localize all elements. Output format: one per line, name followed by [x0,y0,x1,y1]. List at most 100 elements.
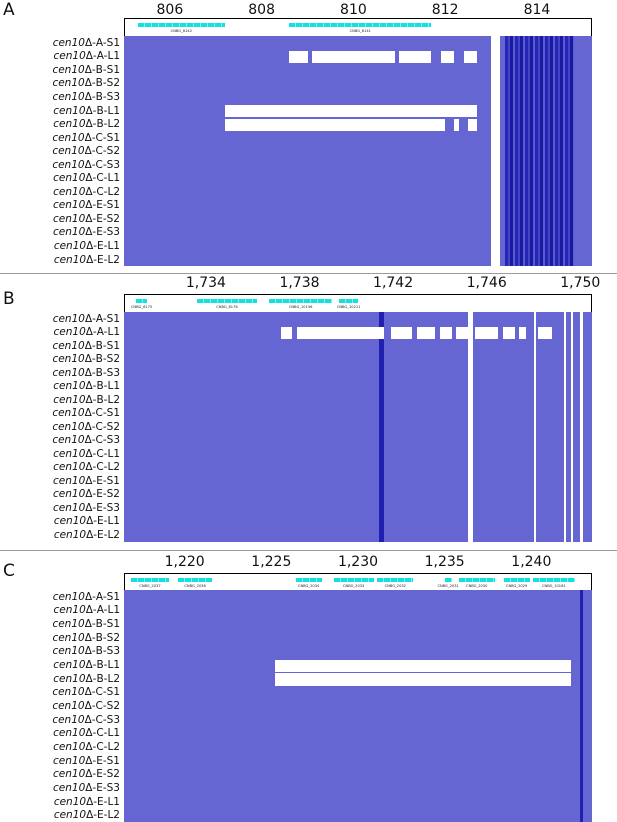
row-label: cen10Δ-A-L1 [0,50,121,63]
gene-label: CNBG_2033 [342,584,365,588]
deletion-segment [491,36,501,267]
gene-bar [458,578,495,582]
row-label-sample: Δ-C-S3 [84,158,120,171]
row-label: cen10Δ-E-S2 [0,768,120,780]
row-label: cen10Δ-E-L1 [0,796,120,808]
row-label-strain: cen10 [52,339,85,352]
deletion-segment [456,327,468,339]
deletion-segment [519,327,527,339]
row-label: cen10Δ-C-L1 [0,448,120,460]
gene-bar [533,578,575,582]
row-label-sample: Δ-C-S2 [84,700,120,713]
row-label-sample: Δ-E-S2 [85,488,120,501]
x-tick-label: 1,746 [466,275,507,291]
row-label-sample: Δ-E-S3 [85,501,120,514]
row-label: cen10Δ-E-S1 [0,475,120,487]
row-label-sample: Δ-B-L2 [85,672,121,685]
row-label-sample: Δ-C-S1 [84,686,120,699]
row-label-sample: Δ-B-S1 [84,618,120,631]
gene-bar [339,299,358,303]
deletion-segment [454,118,459,131]
row-label: cen10Δ-C-S2 [0,145,120,157]
row-label-strain: cen10 [53,768,86,781]
x-tick-label: 1,734 [185,275,226,291]
x-tick-label: 808 [248,2,276,18]
high-coverage-band [504,36,574,267]
row-label-sample: Δ-E-S3 [85,781,120,794]
deletion-segment [475,327,499,339]
row-label-strain: cen10 [53,474,86,487]
gene-bar [444,578,452,582]
gene-bar [503,578,530,582]
coverage-heatmap [124,312,592,542]
deletion-segment [312,51,395,64]
row-label-sample: Δ-B-S2 [84,77,120,90]
row-label: cen10Δ-A-S1 [0,37,120,49]
deletion-segment [390,327,412,339]
deletion-segment [399,51,432,64]
row-label: cen10Δ-C-L2 [0,741,120,753]
row-label: cen10Δ-B-L1 [0,105,120,117]
gene-bar [333,578,374,582]
row-label-sample: Δ-B-S1 [84,63,120,76]
row-label-strain: cen10 [53,740,86,753]
row-label-sample: Δ-C-S3 [84,434,120,447]
deletion-segment [416,327,436,339]
row-label-strain: cen10 [53,604,86,617]
deletion-segment [274,659,572,672]
deletion-segment [580,312,583,542]
row-label-strain: cen10 [52,434,85,447]
row-label-sample: Δ-B-S2 [84,631,120,644]
row-label-strain: cen10 [53,488,86,501]
deletion-segment [463,51,478,64]
gene-bar [295,578,322,582]
x-tick-label: 1,750 [560,275,601,291]
row-label-sample: Δ-C-S2 [84,145,120,158]
row-label-sample: Δ-E-S3 [85,226,120,239]
row-label: cen10Δ-E-L2 [0,809,120,821]
row-label-strain: cen10 [53,253,87,266]
row-label-sample: Δ-E-L1 [86,515,120,528]
row-label-strain: cen10 [52,63,85,76]
x-tick-label: 1,220 [164,554,205,570]
row-label: cen10Δ-E-S1 [0,199,120,211]
row-label: cen10Δ-B-S3 [0,367,120,379]
gene-label: CNBG_10161 [542,584,566,588]
row-label-strain: cen10 [52,686,85,699]
row-label: cen10Δ-E-S2 [0,488,120,500]
row-label-strain: cen10 [52,36,85,49]
row-label-sample: Δ-A-L1 [85,50,120,63]
row-label: cen10Δ-C-L1 [0,172,120,184]
row-label: cen10Δ-B-S2 [0,77,120,89]
row-label-sample: Δ-C-S1 [84,131,120,144]
deletion-segment [274,673,572,686]
x-tick-label: 1,742 [373,275,414,291]
gene-bar [269,299,333,303]
panel-letter: C [3,561,15,581]
row-label-sample: Δ-C-S1 [84,407,120,420]
row-label: cen10Δ-A-L1 [0,604,121,617]
row-label-strain: cen10 [53,461,86,474]
gene-label: CNBG_10156 [288,305,313,309]
row-label: cen10Δ-B-L2 [0,118,120,130]
row-label-sample: Δ-E-S1 [85,199,120,212]
row-label-strain: cen10 [52,145,85,158]
row-label: cen10Δ-B-L2 [0,394,120,406]
row-label: cen10Δ-E-S1 [0,755,120,767]
deletion-segment [289,51,308,64]
row-label-strain: cen10 [53,212,86,225]
row-label-strain: cen10 [52,618,85,631]
gene-bar [377,578,414,582]
row-label: cen10Δ-C-S3 [0,434,120,446]
row-label-strain: cen10 [53,50,86,63]
row-label: cen10Δ-B-S3 [0,91,120,103]
row-label-sample: Δ-B-L2 [85,393,121,406]
gene-track [124,294,592,312]
row-label-sample: Δ-B-S3 [84,645,120,658]
row-label-strain: cen10 [53,326,86,339]
row-label-strain: cen10 [53,118,86,131]
row-label-strain: cen10 [53,809,87,822]
row-label: cen10Δ-B-S3 [0,645,120,657]
deletion-segment [468,118,478,131]
gene-track [124,573,592,590]
